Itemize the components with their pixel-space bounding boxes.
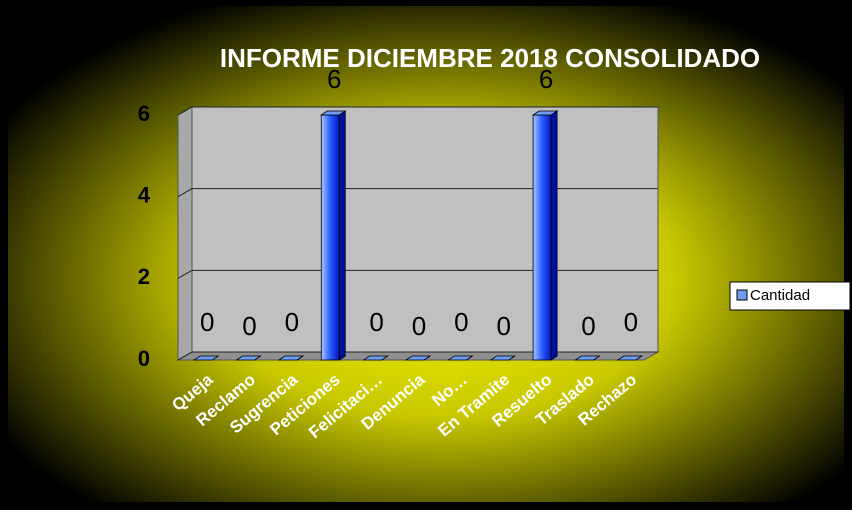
grid-line: [177, 106, 658, 116]
bar: [192, 355, 220, 361]
bar-top: [616, 355, 644, 361]
bar: [362, 355, 389, 361]
grid-line: [177, 269, 658, 279]
bar: [531, 110, 559, 361]
legend: [729, 281, 851, 311]
grid-line: [177, 351, 658, 361]
bar: [616, 355, 644, 361]
bar-top: [235, 355, 262, 361]
y-tick-label: 4: [138, 182, 151, 207]
bar-side: [338, 110, 346, 361]
bar-top: [489, 355, 517, 361]
bar-top: [447, 355, 474, 361]
legend-label: Cantidad: [750, 287, 810, 304]
bar: [319, 110, 347, 361]
chart-title: INFORME DICIEMBRE 2018 CONSOLIDADO: [220, 43, 760, 73]
data-label: 6: [539, 64, 553, 94]
bar-top: [362, 355, 389, 361]
data-label: 0: [496, 311, 510, 341]
bar-top: [404, 355, 432, 361]
bar: [277, 355, 305, 361]
bar-front: [532, 114, 552, 361]
bar: [489, 355, 517, 361]
data-label: 0: [369, 307, 383, 337]
bar: [404, 355, 432, 361]
data-label: 0: [412, 311, 426, 341]
bar-top: [531, 110, 559, 116]
bar: [447, 355, 474, 361]
data-label: 0: [242, 311, 256, 341]
data-label: 0: [200, 307, 214, 337]
y-tick-label: 0: [138, 346, 150, 371]
data-label: 0: [581, 311, 595, 341]
bar-top: [192, 355, 220, 361]
bar-top: [319, 110, 347, 116]
bar-front: [320, 114, 340, 361]
data-label: 0: [624, 307, 638, 337]
bar-side: [550, 110, 558, 361]
bar-top: [277, 355, 305, 361]
bar-top: [574, 355, 601, 361]
data-label: 0: [454, 307, 468, 337]
grid-line: [177, 188, 658, 198]
legend-marker: [736, 289, 748, 301]
bar: [574, 355, 601, 361]
y-tick-label: 6: [138, 101, 150, 126]
side-wall: [177, 106, 193, 361]
bar: [235, 355, 262, 361]
data-label: 6: [327, 64, 341, 94]
y-tick-label: 2: [138, 264, 150, 289]
data-label: 0: [285, 307, 299, 337]
